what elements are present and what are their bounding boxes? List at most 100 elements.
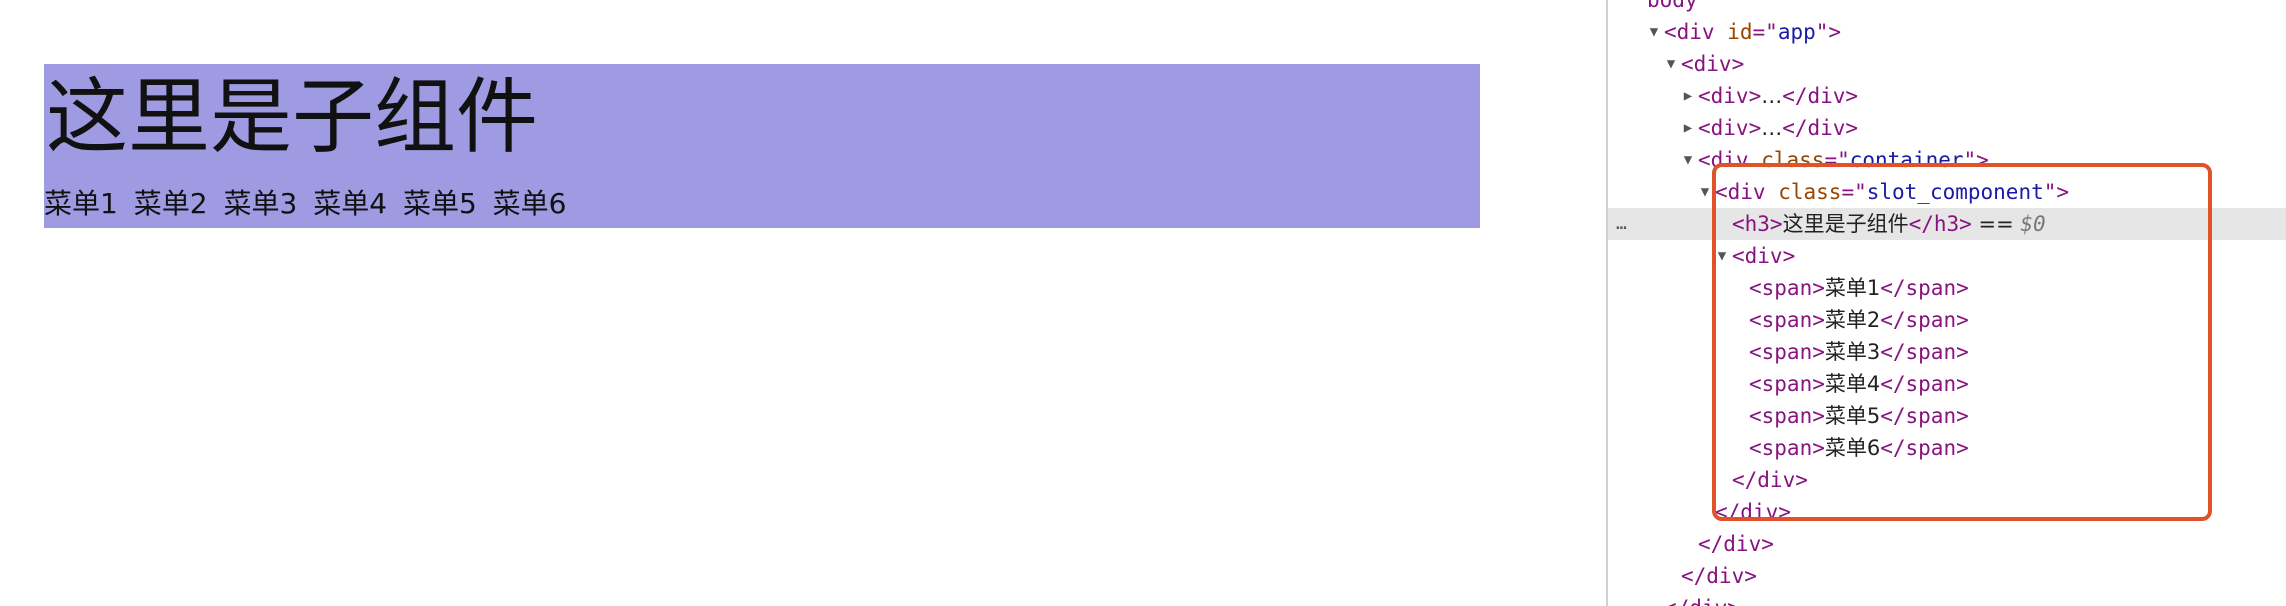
dom-node[interactable]: </div> (1608, 528, 2286, 560)
dom-node[interactable]: <span>菜单2</span> (1608, 304, 2286, 336)
dom-node[interactable]: body (1608, 0, 2286, 16)
dom-token-attr: class (1778, 180, 1841, 204)
dom-token-txt: … (1761, 116, 1782, 140)
menu-item: 菜单4 (313, 187, 387, 220)
dom-node-content: </div> (1695, 496, 1791, 528)
dom-node[interactable]: </div> (1608, 496, 2286, 528)
dom-node[interactable]: ▼ <div> (1608, 240, 2286, 272)
dom-node-content: body (1627, 0, 1698, 16)
dom-token-tag: </div> (1782, 84, 1858, 108)
dom-token-tag: "> (1964, 148, 1989, 172)
dom-node[interactable]: <span>菜单5</span> (1608, 400, 2286, 432)
dom-token-txt: 菜单5 (1825, 404, 1880, 428)
menu-item: 菜单6 (493, 187, 567, 220)
dom-node-content: <span>菜单3</span> (1729, 336, 1969, 368)
dom-node-content: ▼ <div> (1661, 48, 1744, 80)
menu-item: 菜单3 (223, 187, 297, 220)
devtools-elements-panel: body ▼ <div id="app"> ▼ <div> ▶ <div>…</div> ▶ <… (1606, 0, 2286, 606)
dom-node-content: ▶ <div>…</div> (1678, 80, 1858, 112)
slot-title: 这里是子组件 (46, 68, 538, 168)
dom-node-content: <span>菜单2</span> (1729, 304, 1969, 336)
dom-token-tag: <span> (1749, 404, 1825, 428)
menu-item: 菜单1 (44, 187, 118, 220)
dom-token-tag: <div> (1681, 52, 1744, 76)
dom-token-txt: 菜单2 (1825, 308, 1880, 332)
dom-token-attr: class (1761, 148, 1824, 172)
slot-component: 这里是子组件 菜单1 菜单2 菜单3 菜单4 菜单5 菜单6 (44, 64, 1480, 228)
dom-token-tag: <span> (1749, 276, 1825, 300)
more-options-icon[interactable]: … (1616, 208, 1627, 240)
dom-node[interactable]: <span>菜单6</span> (1608, 432, 2286, 464)
menu-item: 菜单5 (403, 187, 477, 220)
dom-token-tag: =" (1841, 180, 1866, 204)
expand-triangle-icon[interactable]: ▶ (1678, 112, 1698, 144)
menu-item: 菜单2 (134, 187, 208, 220)
dom-node-selected[interactable]: <h3>这里是子组件</h3> == $0 … (1608, 208, 2286, 240)
dom-node[interactable]: ▼ <div class="slot_component"> (1608, 176, 2286, 208)
dom-token-tag: "> (2044, 180, 2069, 204)
dom-token-tag: </div> (1698, 532, 1774, 556)
dom-token-tag: <span> (1749, 436, 1825, 460)
dom-token-tag: </span> (1880, 276, 1969, 300)
dom-token-tag: <div (1715, 180, 1778, 204)
collapse-triangle-icon[interactable]: ▼ (1661, 48, 1681, 80)
dom-token-txt: … (1761, 84, 1782, 108)
dom-token-tag: =" (1824, 148, 1849, 172)
dom-node-content: ▼ <div class="slot_component"> (1695, 176, 2069, 208)
dom-token-tag: </span> (1880, 308, 1969, 332)
dom-node-content: </div> (1712, 464, 1808, 496)
dom-node[interactable]: ▼ <div class="container"> (1608, 144, 2286, 176)
dom-node[interactable]: <span>菜单4</span> (1608, 368, 2286, 400)
dom-node-content: ▼ <div> (1712, 240, 1795, 272)
dom-token-tag: </div> (1732, 468, 1808, 492)
dom-token-tag: </span> (1880, 436, 1969, 460)
dom-node[interactable]: ▼ <div id="app"> (1608, 16, 2286, 48)
dom-node-content: <h3>这里是子组件</h3> == $0 (1712, 208, 2046, 240)
dom-token-val: container (1850, 148, 1964, 172)
dom-node[interactable]: </div> (1608, 464, 2286, 496)
dom-node-content: <span>菜单6</span> (1729, 432, 1969, 464)
dom-node[interactable]: <span>菜单3</span> (1608, 336, 2286, 368)
dom-token-tag: body (1647, 0, 1698, 12)
expand-triangle-icon[interactable]: ▶ (1678, 80, 1698, 112)
dom-node[interactable]: </div> (1608, 592, 2286, 606)
dom-node[interactable]: ▼ <div> (1608, 48, 2286, 80)
dom-token-txt: 这里是子组件 (1783, 212, 1909, 236)
dom-node-content: </div> (1661, 560, 1757, 592)
dom-token-attr: id (1727, 20, 1752, 44)
dom-node[interactable]: <span>菜单1</span> (1608, 272, 2286, 304)
dom-node[interactable]: </div> (1608, 560, 2286, 592)
dom-node-content: <span>菜单4</span> (1729, 368, 1969, 400)
dom-token-tag: </div> (1782, 116, 1858, 140)
dom-node[interactable]: ▶ <div>…</div> (1608, 112, 2286, 144)
dom-token-tag: <div> (1732, 244, 1795, 268)
dom-token-val: slot_component (1867, 180, 2044, 204)
dom-token-tag: </div> (1715, 500, 1791, 524)
dom-node-content: </div> (1678, 528, 1774, 560)
dom-node[interactable]: ▶ <div>…</div> (1608, 80, 2286, 112)
dom-node-content: <span>菜单5</span> (1729, 400, 1969, 432)
dom-token-val: app (1778, 20, 1816, 44)
dom-token-tag: <div (1664, 20, 1727, 44)
dom-token-txt: 菜单3 (1825, 340, 1880, 364)
dom-node-content: ▼ <div id="app"> (1644, 16, 1841, 48)
dom-token-tag: </span> (1880, 340, 1969, 364)
collapse-triangle-icon[interactable]: ▼ (1644, 16, 1664, 48)
dom-token-txt: 菜单6 (1825, 436, 1880, 460)
dom-node-content: ▼ <div class="container"> (1678, 144, 1989, 176)
collapse-triangle-icon[interactable]: ▼ (1678, 144, 1698, 176)
dom-token-tag: <span> (1749, 372, 1825, 396)
dom-token-tag: </div> (1681, 564, 1757, 588)
dom-token-tag: =" (1753, 20, 1778, 44)
collapse-triangle-icon[interactable]: ▼ (1712, 240, 1732, 272)
dom-token-tag: <span> (1749, 308, 1825, 332)
dom-node-content: </div> (1644, 592, 1740, 606)
dom-token-txt: == (1972, 212, 2021, 236)
dom-token-dollar: $0 (2020, 212, 2045, 236)
dom-node-content: <span>菜单1</span> (1729, 272, 1969, 304)
collapse-triangle-icon[interactable]: ▼ (1695, 176, 1715, 208)
dom-token-tag: </h3> (1909, 212, 1972, 236)
dom-token-tag: <span> (1749, 340, 1825, 364)
slot-menu: 菜单1 菜单2 菜单3 菜单4 菜单5 菜单6 (44, 186, 574, 222)
dom-token-tag: <h3> (1732, 212, 1783, 236)
